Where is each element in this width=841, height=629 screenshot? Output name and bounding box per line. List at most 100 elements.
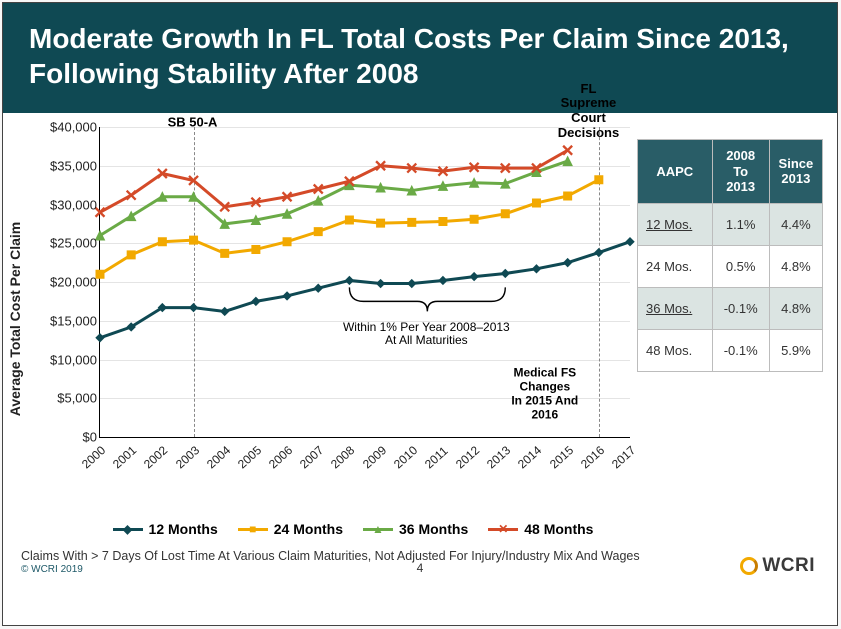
y-tick-label: $5,000 bbox=[39, 391, 97, 406]
series-marker bbox=[221, 249, 229, 257]
series-marker bbox=[252, 297, 260, 305]
series-marker bbox=[127, 191, 136, 200]
series-marker bbox=[283, 292, 291, 300]
series-marker bbox=[501, 269, 509, 277]
series-marker bbox=[408, 218, 416, 226]
legend-marker-icon: ■ bbox=[249, 522, 256, 536]
chart-annotation: Medical FS ChangesIn 2015 And 2016 bbox=[499, 367, 590, 422]
series-marker bbox=[158, 238, 166, 246]
series-marker bbox=[532, 265, 540, 273]
table-cell: 24 Mos. bbox=[638, 245, 713, 287]
slide: Moderate Growth In FL Total Costs Per Cl… bbox=[2, 2, 838, 626]
series-marker bbox=[532, 199, 540, 207]
series-line bbox=[100, 150, 568, 212]
table-header-cell: Since2013 bbox=[769, 140, 822, 204]
series-line bbox=[100, 180, 599, 275]
table-cell: 12 Mos. bbox=[638, 203, 713, 245]
table-header-cell: AAPC bbox=[638, 140, 713, 204]
x-tick-label: 2009 bbox=[360, 443, 389, 471]
table-header-cell: 2008To2013 bbox=[712, 140, 769, 204]
series-marker bbox=[96, 334, 104, 342]
table-cell: 36 Mos. bbox=[638, 287, 713, 329]
legend-label: 36 Months bbox=[399, 521, 468, 537]
table-row: 24 Mos.0.5%4.8% bbox=[638, 245, 823, 287]
legend-item: ▲ 36 Months bbox=[363, 521, 468, 537]
legend-label: 48 Months bbox=[524, 521, 593, 537]
aapc-table: AAPC2008To2013Since2013 12 Mos.1.1%4.4%2… bbox=[637, 139, 823, 372]
series-marker bbox=[252, 245, 260, 253]
y-tick-label: $35,000 bbox=[39, 158, 97, 173]
chart-annotation: SB 50-A bbox=[168, 116, 218, 131]
table-cell: 48 Mos. bbox=[638, 329, 713, 371]
x-tick-label: 2003 bbox=[173, 443, 202, 471]
table-cell: -0.1% bbox=[712, 329, 769, 371]
table-row: 12 Mos.1.1%4.4% bbox=[638, 203, 823, 245]
table-cell: 4.4% bbox=[769, 203, 822, 245]
table-cell: 0.5% bbox=[712, 245, 769, 287]
x-tick-label: 2007 bbox=[297, 443, 326, 471]
series-marker bbox=[377, 280, 385, 288]
page-number: 4 bbox=[417, 561, 424, 575]
x-tick-label: 2016 bbox=[578, 443, 607, 471]
x-tick-label: 2014 bbox=[515, 443, 544, 471]
legend-marker-icon: ✕ bbox=[498, 522, 508, 536]
footnote: Claims With > 7 Days Of Lost Time At Var… bbox=[21, 549, 640, 563]
chart-annotation: FL SupremeCourt Decisions bbox=[558, 82, 619, 142]
series-marker bbox=[345, 276, 353, 284]
table-cell: 4.8% bbox=[769, 245, 822, 287]
x-tick-label: 2000 bbox=[79, 443, 108, 471]
x-tick-label: 2017 bbox=[609, 443, 638, 471]
x-tick-label: 2013 bbox=[484, 443, 513, 471]
table-row: 48 Mos.-0.1%5.9% bbox=[638, 329, 823, 371]
table-body: 12 Mos.1.1%4.4%24 Mos.0.5%4.8%36 Mos.-0.… bbox=[638, 203, 823, 371]
chart-legend: ◆ 12 Months ■ 24 Months ▲ 36 Months ✕ 48 Months bbox=[43, 521, 663, 537]
y-tick-label: $15,000 bbox=[39, 313, 97, 328]
series-marker bbox=[470, 273, 478, 281]
chart-container: Average Total Cost Per Claim $0$5,000$10… bbox=[21, 119, 636, 519]
y-tick-label: $20,000 bbox=[39, 275, 97, 290]
wcri-logo: WCRI bbox=[740, 555, 815, 577]
logo-ring-icon bbox=[740, 557, 758, 575]
slide-title: Moderate Growth In FL Total Costs Per Cl… bbox=[3, 3, 837, 113]
series-marker bbox=[501, 210, 509, 218]
x-tick-label: 2006 bbox=[266, 443, 295, 471]
legend-label: 24 Months bbox=[274, 521, 343, 537]
y-tick-label: $10,000 bbox=[39, 352, 97, 367]
y-axis-title: Average Total Cost Per Claim bbox=[7, 222, 23, 417]
series-marker bbox=[314, 284, 322, 292]
table-cell: 4.8% bbox=[769, 287, 822, 329]
series-marker bbox=[190, 236, 198, 244]
series-marker bbox=[221, 307, 229, 315]
series-marker bbox=[470, 215, 478, 223]
y-tick-label: $0 bbox=[39, 430, 97, 445]
legend-marker-icon: ▲ bbox=[372, 522, 384, 536]
legend-label: 12 Months bbox=[149, 521, 218, 537]
chart-annotation: Within 1% Per Year 2008–2013At All Matur… bbox=[343, 321, 510, 349]
y-tick-label: $30,000 bbox=[39, 197, 97, 212]
series-marker bbox=[595, 249, 603, 257]
logo-text: WCRI bbox=[762, 555, 815, 577]
table-cell: -0.1% bbox=[712, 287, 769, 329]
x-tick-label: 2001 bbox=[110, 443, 139, 471]
y-tick-label: $25,000 bbox=[39, 236, 97, 251]
series-marker bbox=[96, 270, 104, 278]
x-tick-label: 2005 bbox=[235, 443, 264, 471]
x-tick-label: 2012 bbox=[453, 443, 482, 471]
series-marker bbox=[564, 259, 572, 267]
legend-item: ◆ 12 Months bbox=[113, 521, 218, 537]
series-marker bbox=[283, 238, 291, 246]
x-tick-label: 2015 bbox=[547, 443, 576, 471]
series-marker bbox=[314, 228, 322, 236]
series-marker bbox=[563, 146, 572, 155]
x-tick-label: 2004 bbox=[204, 443, 233, 471]
copyright: © WCRI 2019 bbox=[21, 564, 83, 575]
legend-marker-icon: ◆ bbox=[123, 522, 132, 536]
table-cell: 5.9% bbox=[769, 329, 822, 371]
table-row: 36 Mos.-0.1%4.8% bbox=[638, 287, 823, 329]
y-tick-label: $40,000 bbox=[39, 120, 97, 135]
legend-item: ■ 24 Months bbox=[238, 521, 343, 537]
x-tick-label: 2011 bbox=[422, 444, 451, 472]
table-cell: 1.1% bbox=[712, 203, 769, 245]
x-tick-label: 2008 bbox=[328, 443, 357, 471]
legend-item: ✕ 48 Months bbox=[488, 521, 593, 537]
